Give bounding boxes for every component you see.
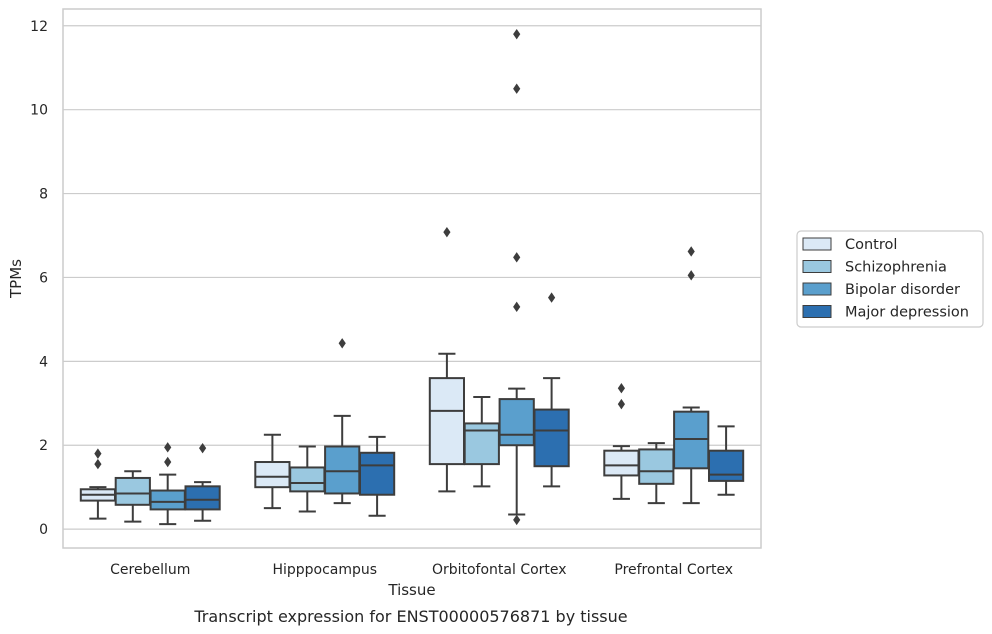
y-axis-label: TPMs <box>7 259 25 299</box>
box <box>254 461 291 489</box>
y-tick-label: 10 <box>30 103 48 119</box>
outlier-point <box>617 398 625 410</box>
legend-swatch <box>802 282 832 296</box>
legend-label: Schizophrenia <box>845 260 947 276</box>
y-tick-label: 6 <box>39 270 48 286</box>
outlier-point <box>94 458 102 470</box>
box-group <box>324 338 361 505</box>
legend: Control Schizophrenia Bipolar disorder Majo… <box>796 230 984 328</box>
y-tick-label: 2 <box>39 438 48 454</box>
box-group <box>79 448 117 520</box>
y-tick-label: 8 <box>39 187 48 203</box>
box <box>463 422 500 466</box>
outlier-point <box>513 514 521 526</box>
y-tick-label: 12 <box>30 19 48 35</box>
outlier-point <box>94 448 102 459</box>
outlier-point <box>164 456 172 468</box>
legend-swatch <box>802 305 832 318</box>
legend-label: Control <box>845 237 897 253</box>
y-tick-label: 4 <box>39 354 48 370</box>
box <box>149 489 186 511</box>
box-plot-area <box>79 28 745 526</box>
box-group <box>428 226 466 493</box>
box <box>114 476 151 506</box>
legend-swatch <box>802 260 832 273</box>
chart-caption: Transcript expression for ENST0000057687… <box>193 607 627 626</box>
outlier-point <box>687 246 695 257</box>
legend-frame <box>796 230 984 328</box>
x-axis-label: Tissue <box>387 581 435 599</box>
box <box>707 449 745 482</box>
x-axis-ticks: Cerebellum Hipppocampus Orbitofontal Corte… <box>110 562 733 578</box>
y-tick-label: 0 <box>39 522 48 538</box>
box <box>498 398 535 447</box>
box <box>324 445 361 495</box>
box-group <box>184 442 221 522</box>
x-tick-label: Prefrontal Cortex <box>614 562 733 578</box>
box-group <box>358 435 396 517</box>
box <box>638 448 675 485</box>
box-group <box>114 470 151 523</box>
outlier-point <box>513 83 521 94</box>
x-tick-label: Orbitofontal Cortex <box>432 562 567 578</box>
box-group <box>603 382 640 500</box>
box <box>428 377 466 466</box>
box-group <box>463 395 500 488</box>
outlier-point <box>548 292 556 303</box>
box <box>289 466 326 493</box>
legend-item: Bipolar disorder <box>802 282 960 298</box>
outlier-point <box>513 28 521 40</box>
box-group <box>707 425 745 496</box>
gridlines <box>63 25 761 530</box>
legend-item: Schizophrenia <box>802 260 947 276</box>
outlier-point <box>338 338 346 349</box>
box-group <box>289 445 326 513</box>
outlier-point <box>164 442 172 453</box>
legend-label: Major depression <box>845 305 969 321</box>
outlier-point <box>443 226 451 238</box>
outlier-point <box>199 442 207 454</box>
legend-swatch <box>802 237 832 251</box>
box <box>603 449 640 477</box>
legend-item: Major depression <box>802 305 969 321</box>
x-tick-label: Cerebellum <box>110 562 190 578</box>
box-group <box>638 442 675 505</box>
outlier-point <box>513 252 521 263</box>
legend-label: Bipolar disorder <box>845 282 960 298</box>
outlier-point <box>513 301 521 313</box>
legend-item: Control <box>802 237 897 253</box>
box-group <box>149 442 186 526</box>
outlier-point <box>687 270 695 281</box>
box <box>673 410 710 470</box>
box <box>358 451 396 496</box>
box-group <box>673 246 710 505</box>
y-axis-ticks: 0 2 4 6 8 10 12 <box>30 19 48 538</box>
box <box>533 408 570 468</box>
plot-frame <box>62 8 762 549</box>
box-group <box>533 292 570 488</box>
box <box>184 485 221 511</box>
outlier-point <box>617 382 625 394</box>
x-tick-label: Hipppocampus <box>272 562 377 578</box>
